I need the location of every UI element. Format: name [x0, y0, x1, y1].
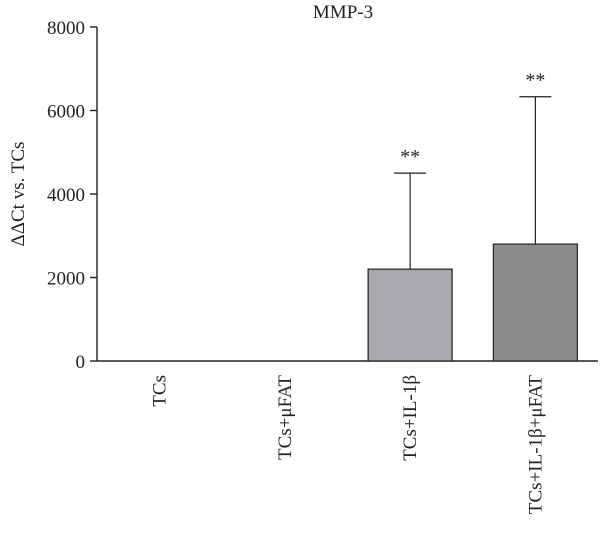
bars: [367, 243, 578, 362]
significance-label: **: [525, 70, 545, 92]
x-tick-labels: TCs TCs+μFAT TCs+IL-1β TCs+IL-1β+μFAT: [150, 375, 547, 515]
x-tick-label: TCs+IL-1β: [400, 375, 421, 461]
x-tick-label: TCs+IL-1β+μFAT: [525, 375, 546, 514]
y-axis-label: ΔΔCt vs. TCs: [8, 142, 29, 247]
significance-label: **: [400, 146, 420, 168]
y-tick-label: 6000: [47, 102, 85, 123]
x-tick-label: TCs+μFAT: [275, 375, 296, 460]
y-tick-label: 2000: [47, 269, 85, 290]
bar: [367, 268, 453, 362]
y-ticks: 0 2000 4000 6000 8000: [47, 18, 97, 373]
y-tick-label: 4000: [47, 185, 85, 206]
chart-title: MMP-3: [313, 2, 373, 23]
significance-marks: ** **: [400, 70, 545, 168]
bar: [492, 243, 578, 362]
x-tick-label: TCs: [150, 375, 171, 407]
error-bars: [394, 96, 552, 270]
y-tick-label: 0: [76, 352, 86, 373]
y-tick-label: 8000: [47, 18, 85, 39]
